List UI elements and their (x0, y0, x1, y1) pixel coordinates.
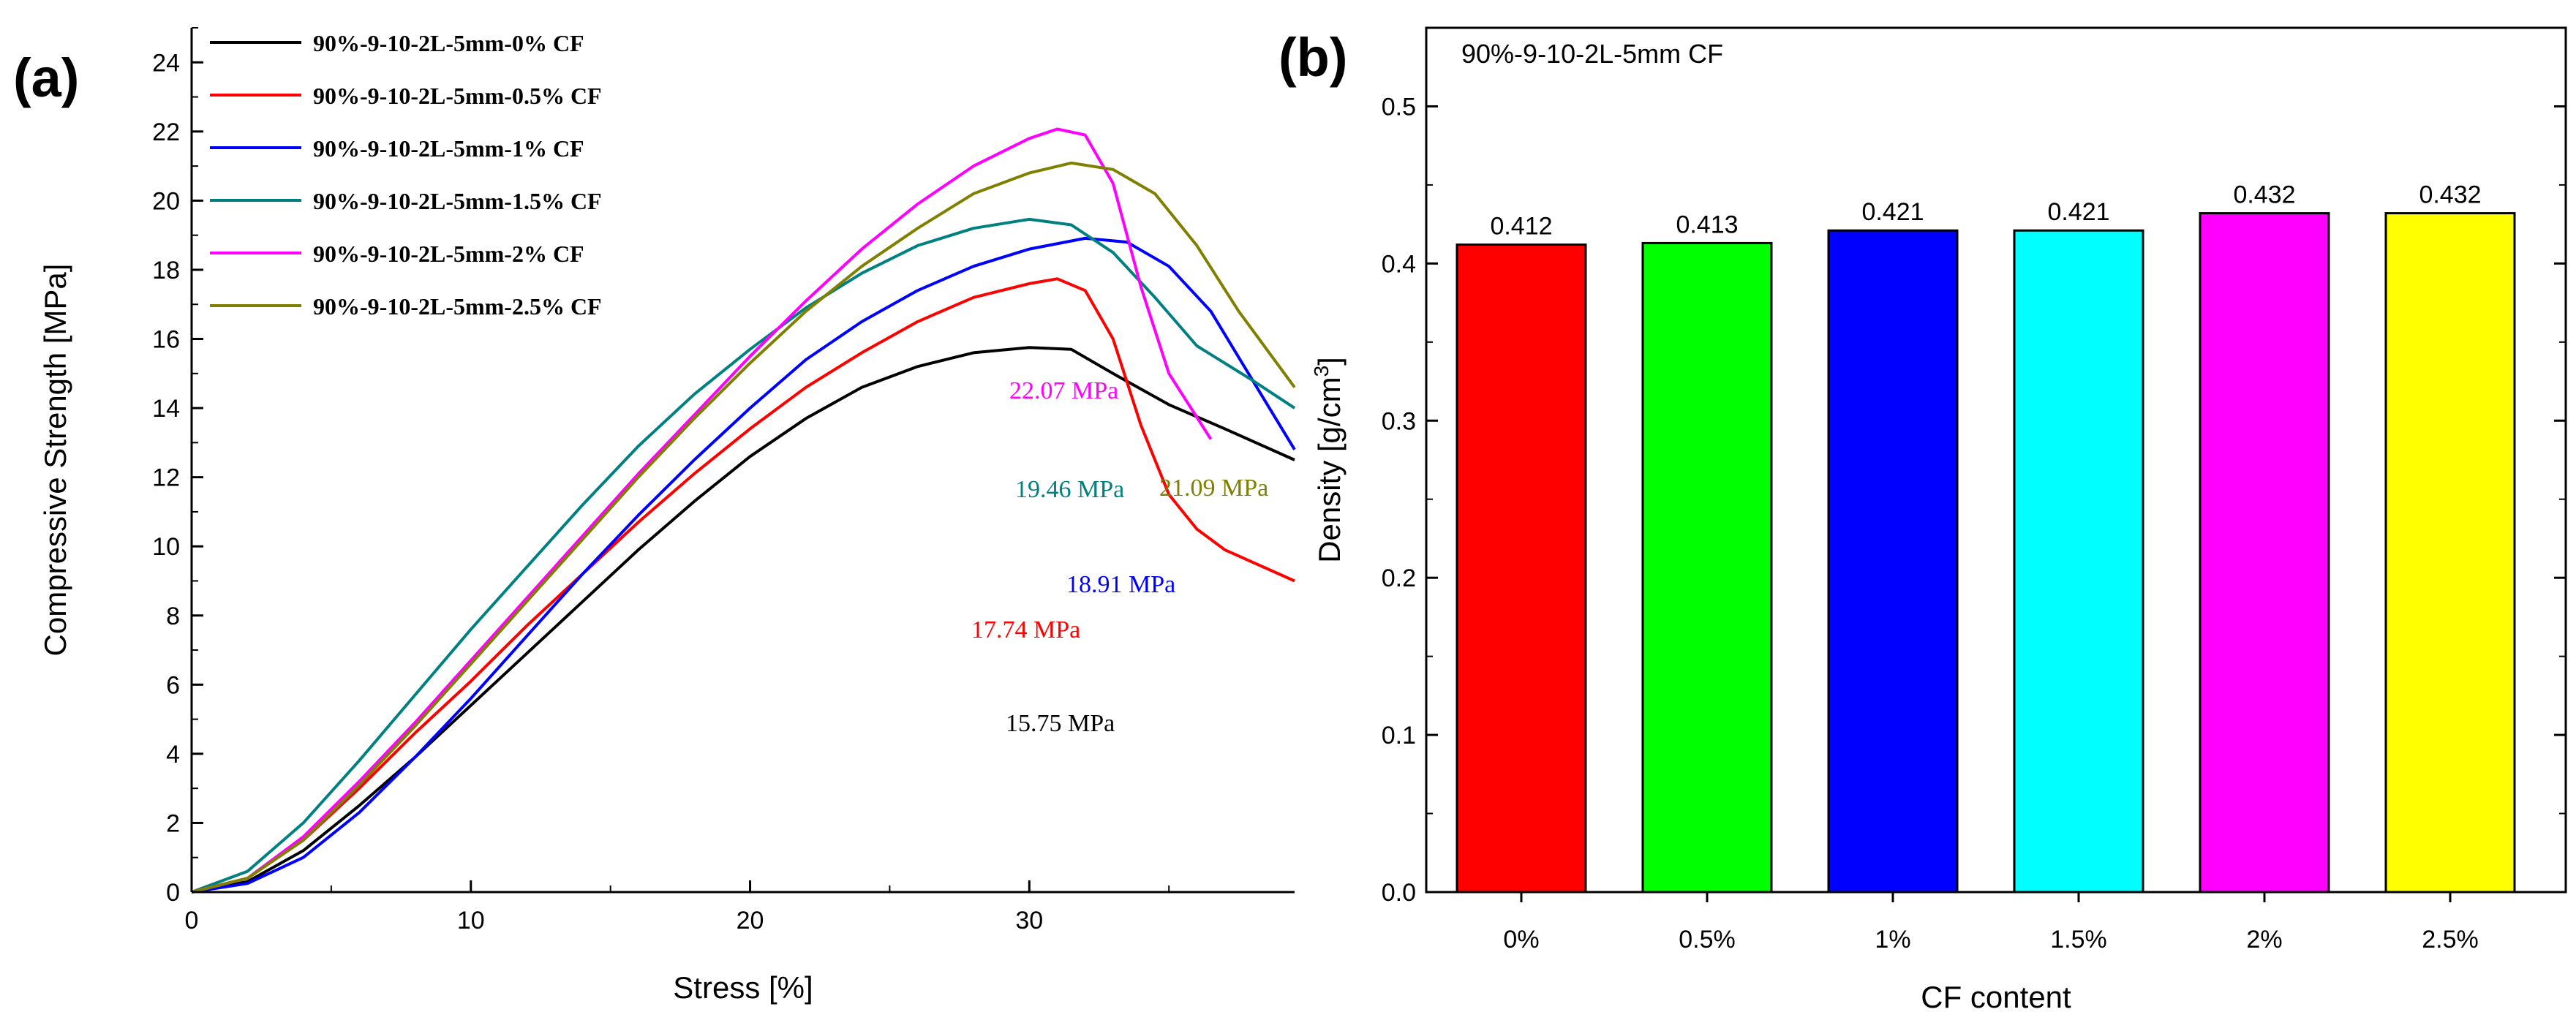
y-axis-title-end: ] (1312, 357, 1347, 366)
y-tick-label: 0 (166, 879, 180, 907)
legend: 90%-9-10-2L-5mm-0% CF 90%-9-10-2L-5mm-0.5… (210, 30, 602, 320)
x-tick-label: 10 (457, 907, 485, 934)
x-tick-label: 1% (1875, 926, 1910, 953)
legend-label-3: 90%-9-10-2L-5mm-1.5% CF (313, 188, 602, 214)
legend-label-2: 90%-9-10-2L-5mm-1% CF (313, 135, 584, 162)
plot-b-frame (1425, 26, 2567, 894)
bar-value-label-4: 0.432 (2233, 181, 2295, 209)
bar-value-label-0: 0.412 (1490, 213, 1552, 241)
x-tick-label: 30 (1015, 907, 1043, 934)
y-tick-label: 6 (166, 671, 180, 699)
x-tick-label: 1.5% (2050, 926, 2107, 953)
bar-value-label-3: 0.421 (2047, 198, 2109, 226)
bar-value-label-1: 0.413 (1676, 211, 1738, 238)
y-tick-label: 18 (152, 257, 180, 284)
y-tick-label: 0.5 (1382, 93, 1416, 121)
x-tick-label: 20 (737, 907, 764, 934)
peak-label-0: 15.75 MPa (1006, 710, 1115, 737)
peak-label-2: 18.91 MPa (1066, 571, 1175, 598)
y-axis-title-main: Density [g/cm (1312, 377, 1347, 562)
y-tick-label: 10 (152, 533, 180, 561)
y-tick-label: 8 (166, 603, 180, 630)
y-tick-label: 0.4 (1382, 250, 1416, 278)
y-tick-label: 0.2 (1382, 564, 1416, 592)
y-tick-label: 0.1 (1382, 722, 1416, 749)
x-tick-label: 2.5% (2422, 926, 2479, 953)
x-axis-title: Stress [%] (673, 970, 813, 1005)
legend-label-1: 90%-9-10-2L-5mm-0.5% CF (313, 83, 602, 109)
y-tick-label: 24 (152, 49, 180, 77)
legend-label-5: 90%-9-10-2L-5mm-2.5% CF (313, 293, 602, 320)
series-line-4 (191, 127, 1213, 894)
bar-value-label-2: 0.421 (1861, 198, 1924, 226)
bar-1 (1641, 241, 1773, 894)
series-line-5 (191, 161, 1296, 894)
y-tick-label: 0.3 (1382, 407, 1416, 435)
series-line-1 (191, 277, 1295, 894)
y-tick-label: 22 (152, 118, 180, 146)
series-line-2 (191, 236, 1296, 894)
y-tick-label: 2 (166, 809, 180, 837)
y-tick-label: 12 (152, 464, 180, 492)
y-tick-label: 20 (152, 187, 180, 215)
y-tick-label: 16 (152, 326, 180, 354)
series-line-0 (191, 346, 1295, 894)
bar-0 (1455, 243, 1587, 894)
x-tick-label: 0% (1503, 926, 1539, 953)
peak-label-3: 19.46 MPa (1015, 476, 1124, 503)
panel-b: (b) 90%-9-10-2L-5mm CF 0.0 0.1 0.2 0.3 0.4 0.5 0… (1278, 26, 2567, 1014)
bar-5 (2384, 212, 2516, 894)
bar-2 (1827, 229, 1959, 894)
panel-a-label: (a) (13, 48, 79, 108)
peak-label-1: 17.74 MPa (971, 616, 1080, 643)
y-axis-title-sup: 3 (1310, 366, 1333, 377)
peak-label-5: 21.09 MPa (1159, 475, 1268, 502)
bar-4 (2199, 212, 2330, 894)
y-tick-label: 14 (152, 395, 180, 423)
x-tick-label: 2% (2246, 926, 2282, 953)
y-tick-label: 0.0 (1382, 879, 1416, 907)
x-axis-title-b: CF content (1921, 980, 2071, 1014)
legend-label-0: 90%-9-10-2L-5mm-0% CF (313, 30, 584, 56)
y-axis-title-b: Density [g/cm3] (1310, 357, 1347, 563)
legend-label-4: 90%-9-10-2L-5mm-2% CF (313, 241, 584, 267)
x-tick-label: 0.5% (1679, 926, 1736, 953)
y-axis-title: Compressive Strength [MPa] (38, 264, 72, 657)
bar-value-label-5: 0.432 (2419, 181, 2481, 209)
panel-b-label: (b) (1278, 27, 1348, 88)
chart-b-title: 90%-9-10-2L-5mm CF (1461, 39, 1723, 69)
bar-3 (2013, 229, 2144, 894)
peak-label-4: 22.07 MPa (1009, 377, 1118, 404)
x-tick-label: 0 (185, 907, 199, 934)
y-tick-label: 4 (166, 741, 180, 768)
